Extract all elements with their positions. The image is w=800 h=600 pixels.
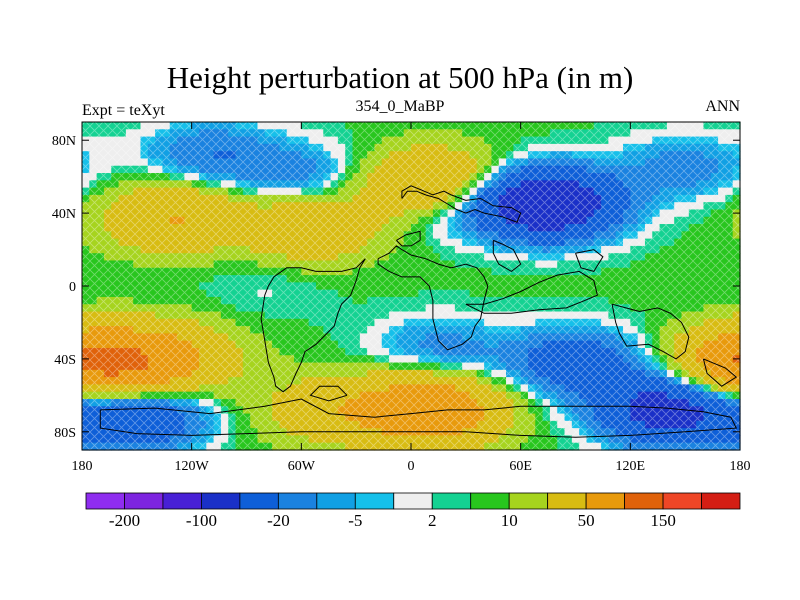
colorbar-box — [624, 492, 664, 510]
colorbar-label: -200 — [109, 511, 140, 530]
y-tick-label: 40S — [54, 353, 76, 368]
coastline — [611, 303, 690, 360]
run-label: 354_0_MaBP — [355, 98, 445, 115]
colorbar-box — [662, 492, 702, 510]
colorbar-label: -20 — [267, 511, 290, 530]
coastline — [260, 258, 366, 393]
coastline — [377, 245, 489, 351]
colorbar-box — [701, 492, 741, 510]
coastlines — [99, 185, 738, 438]
x-tick-label: 120W — [175, 459, 210, 474]
x-tick-label: 180 — [730, 459, 751, 474]
colorbar-label: -5 — [348, 511, 362, 530]
x-tick-label: 60E — [509, 459, 532, 474]
colorbar-box — [277, 492, 318, 510]
y-tick-label: 40N — [52, 207, 76, 222]
colorbar-box — [354, 492, 395, 510]
coastline — [401, 185, 522, 223]
experiment-label: Expt = teXyt — [82, 102, 165, 119]
colorbar-box — [124, 492, 164, 510]
x-tick-label: 0 — [408, 459, 415, 474]
x-tick-label: 180 — [72, 459, 93, 474]
chart-title: Height perturbation at 500 hPa (in m) — [166, 60, 634, 95]
x-tick-label: 60W — [288, 459, 316, 474]
hatch-overlay — [82, 122, 740, 450]
colorbar-box — [393, 492, 433, 510]
coastline — [309, 385, 348, 402]
colorbar-box — [201, 492, 241, 510]
season-label: ANN — [705, 98, 740, 115]
colorbar-box — [162, 492, 202, 510]
coastline — [465, 270, 598, 314]
x-tick-label: 120E — [616, 459, 646, 474]
coastline — [492, 239, 522, 273]
colorbar-label: 2 — [428, 511, 437, 530]
coastline — [702, 358, 738, 387]
coastline — [396, 230, 421, 247]
axes: 180 120W 60W 0 60E 120E 180 80N 40N 0 40S 80S — [52, 122, 751, 474]
coastline — [99, 398, 738, 438]
colorbar-label: 50 — [578, 511, 595, 530]
colorbar-box — [316, 492, 356, 510]
colorbar-box — [85, 492, 125, 510]
colorbar-box — [508, 492, 549, 510]
colorbar-box — [470, 492, 510, 510]
colorbar-box — [239, 492, 279, 510]
colorbar: -200 -100 -20 -5 2 10 50 150 — [85, 492, 741, 530]
coastline — [575, 249, 604, 272]
colorbar-box — [585, 492, 625, 510]
colorbar-label: -100 — [186, 511, 217, 530]
y-tick-label: 80N — [52, 134, 76, 149]
y-tick-label: 0 — [69, 280, 76, 295]
colorbar-label: 10 — [501, 511, 518, 530]
colorbar-box — [547, 492, 587, 510]
y-tick-label: 80S — [54, 426, 76, 441]
colorbar-box — [431, 492, 472, 510]
colorbar-label: 150 — [650, 511, 676, 530]
